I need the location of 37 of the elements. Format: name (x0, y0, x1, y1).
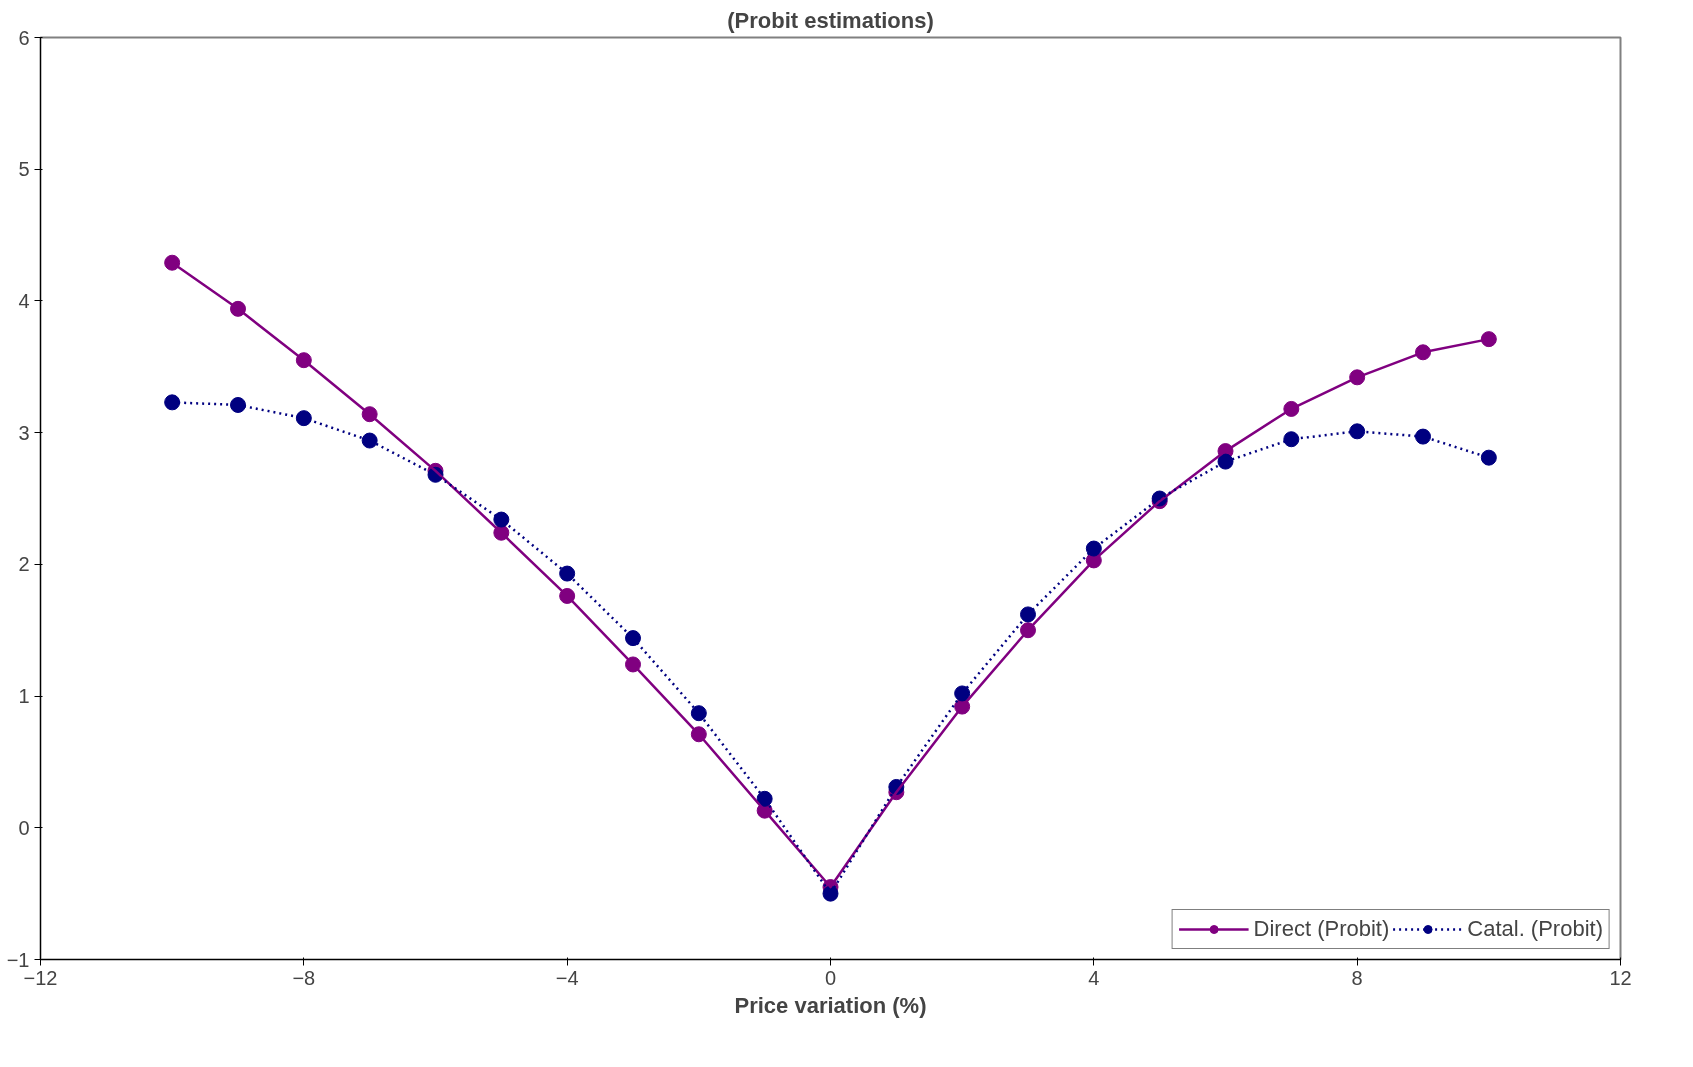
point (295, 410, 312, 427)
y-tick-label: 6 (18, 26, 30, 49)
point (1217, 453, 1234, 470)
y-tick-label: 1 (18, 685, 30, 708)
point (1349, 423, 1366, 440)
x-tick-label: 8 (1351, 966, 1363, 989)
point (954, 685, 971, 702)
point (164, 254, 181, 271)
y-tick-label: 5 (18, 158, 30, 181)
point (822, 885, 839, 902)
legend-label: Catal. (Probit) (1467, 916, 1603, 942)
point (1085, 540, 1102, 557)
point (1283, 431, 1300, 448)
point (1480, 331, 1497, 348)
point (493, 511, 510, 528)
point (361, 432, 378, 449)
x-axis-title: Price variation (%) (734, 992, 927, 1018)
point (625, 630, 641, 647)
point (756, 790, 773, 807)
point (1020, 606, 1036, 623)
point (1480, 449, 1497, 466)
x-tick-label: 12 (1609, 966, 1632, 989)
x-tick-label: 0 (824, 966, 837, 989)
point (230, 397, 246, 413)
legend-label: Direct (Probit) (1253, 916, 1390, 942)
point (164, 394, 181, 411)
point (559, 565, 576, 582)
y-tick-label: 2 (18, 553, 30, 576)
x-tick-label: −8 (292, 966, 316, 989)
point (690, 705, 707, 722)
x-tick-label: −4 (555, 966, 579, 989)
chart-title: (Probit estimations) (727, 7, 934, 33)
x-tick-label: 4 (1088, 966, 1100, 989)
y-tick-label: 4 (18, 289, 30, 312)
point (1415, 428, 1431, 445)
y-tick-label: 3 (18, 421, 30, 444)
y-tick-label: 0 (18, 816, 30, 839)
